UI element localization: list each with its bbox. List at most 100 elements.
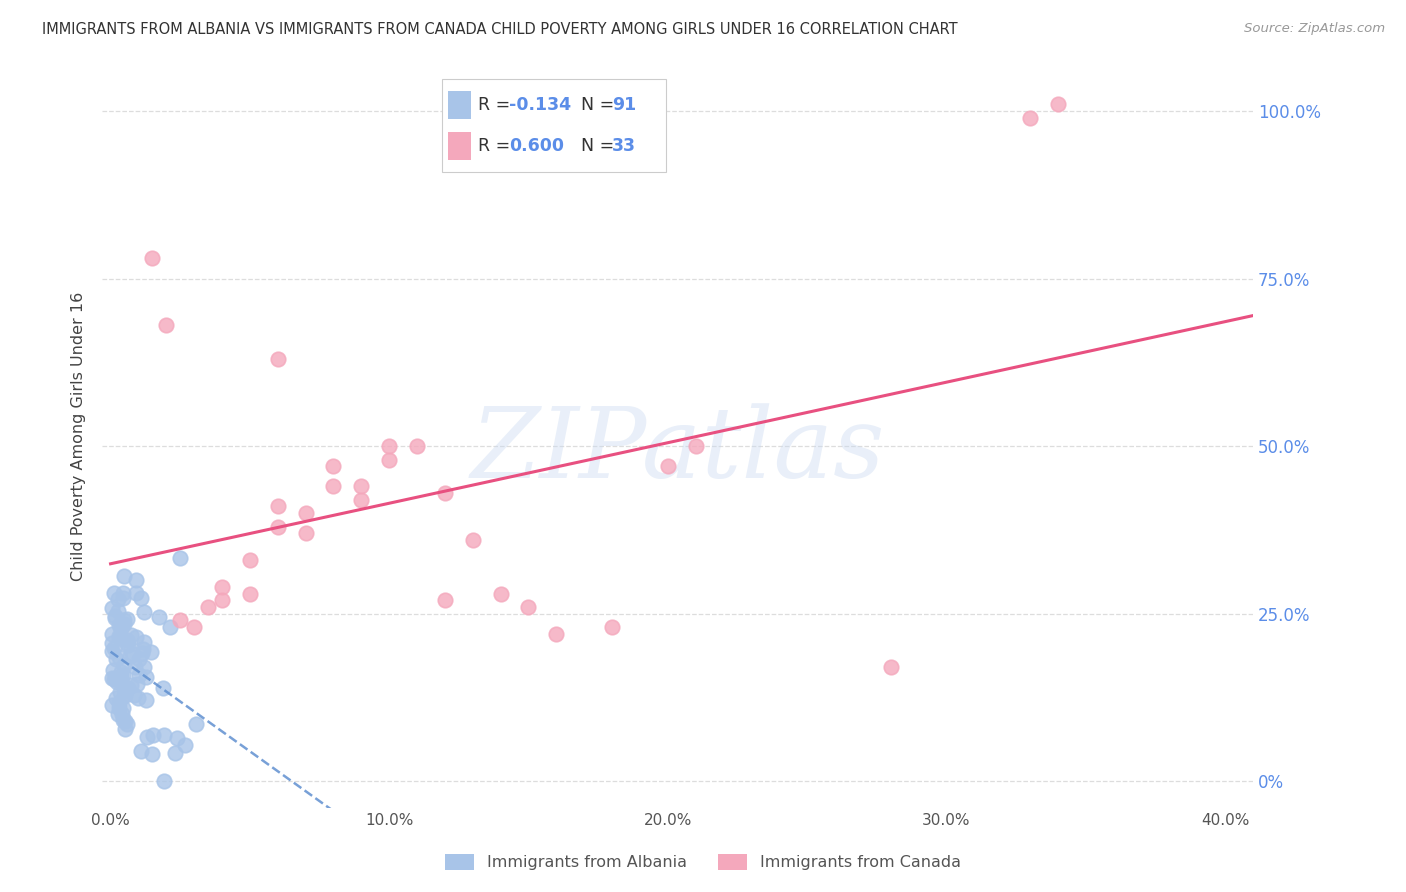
Point <box>103 586 125 600</box>
Point <box>657 459 679 474</box>
Point <box>120 678 142 692</box>
Point <box>110 620 132 634</box>
Point <box>322 479 344 493</box>
Point <box>103 672 125 686</box>
Point <box>104 690 127 705</box>
Point <box>107 697 129 711</box>
Point <box>155 318 177 333</box>
Point <box>183 620 205 634</box>
Point <box>211 580 233 594</box>
Point <box>406 439 429 453</box>
Point <box>267 519 290 533</box>
Point <box>108 701 131 715</box>
Point <box>166 731 188 745</box>
Point <box>108 630 131 644</box>
Point <box>211 593 233 607</box>
Point <box>114 722 136 736</box>
Point <box>239 553 262 567</box>
Point <box>110 669 132 683</box>
Point <box>461 533 484 547</box>
Point <box>169 614 191 628</box>
Point <box>115 613 138 627</box>
Point <box>294 526 316 541</box>
Point <box>148 610 170 624</box>
Point <box>135 730 157 744</box>
Point <box>101 698 124 712</box>
Point <box>132 641 155 656</box>
Point <box>165 746 187 760</box>
Point <box>114 682 136 697</box>
Point <box>103 641 125 656</box>
Point <box>134 635 156 649</box>
Point <box>101 644 124 658</box>
Point <box>124 660 146 674</box>
Point <box>112 681 135 695</box>
Point <box>104 611 127 625</box>
Point <box>111 668 134 682</box>
Point <box>112 569 135 583</box>
Point <box>110 621 132 635</box>
Legend: Immigrants from Albania, Immigrants from Canada: Immigrants from Albania, Immigrants from… <box>439 847 967 877</box>
Point <box>197 599 219 614</box>
Point <box>128 651 150 665</box>
Point <box>101 600 124 615</box>
Point <box>135 669 157 683</box>
Point <box>142 728 165 742</box>
Point <box>267 351 290 366</box>
Point <box>105 675 128 690</box>
Point <box>125 586 148 600</box>
Point <box>107 706 129 721</box>
Point <box>433 593 456 607</box>
Point <box>117 681 139 695</box>
Point <box>124 630 146 644</box>
Point <box>322 459 344 474</box>
Point <box>110 685 132 699</box>
Point <box>153 774 176 789</box>
Text: ZIPatlas: ZIPatlas <box>470 403 884 499</box>
Text: IMMIGRANTS FROM ALBANIA VS IMMIGRANTS FROM CANADA CHILD POVERTY AMONG GIRLS UNDE: IMMIGRANTS FROM ALBANIA VS IMMIGRANTS FR… <box>42 22 957 37</box>
Point <box>267 500 290 514</box>
Point <box>101 671 124 685</box>
Point <box>685 439 707 453</box>
Point <box>107 604 129 618</box>
Point <box>112 689 135 703</box>
Point <box>879 660 901 674</box>
Point <box>114 714 136 729</box>
Point <box>111 586 134 600</box>
Point <box>115 717 138 731</box>
Point <box>127 690 149 705</box>
Point <box>169 550 191 565</box>
Point <box>105 671 128 685</box>
Point <box>115 681 138 696</box>
Point <box>111 700 134 714</box>
Point <box>132 605 155 619</box>
Point <box>153 728 176 742</box>
Point <box>489 586 512 600</box>
Point <box>350 479 373 493</box>
Point <box>101 627 124 641</box>
Point <box>114 681 136 696</box>
Point <box>174 738 197 752</box>
Point <box>294 506 316 520</box>
Point <box>124 688 146 702</box>
Point <box>159 620 181 634</box>
Point <box>127 677 149 691</box>
Point <box>115 632 138 647</box>
Point <box>139 645 162 659</box>
Point <box>517 599 540 614</box>
Point <box>152 681 174 695</box>
Point <box>433 486 456 500</box>
Point <box>112 613 135 627</box>
Point <box>118 649 141 664</box>
Point <box>112 591 135 605</box>
Point <box>129 591 152 606</box>
Point <box>184 716 207 731</box>
Point <box>135 692 157 706</box>
Point <box>128 668 150 682</box>
Point <box>104 608 127 623</box>
Point <box>104 652 127 666</box>
Point <box>107 629 129 643</box>
Point <box>111 706 134 721</box>
Point <box>131 646 153 660</box>
Point <box>115 636 138 650</box>
